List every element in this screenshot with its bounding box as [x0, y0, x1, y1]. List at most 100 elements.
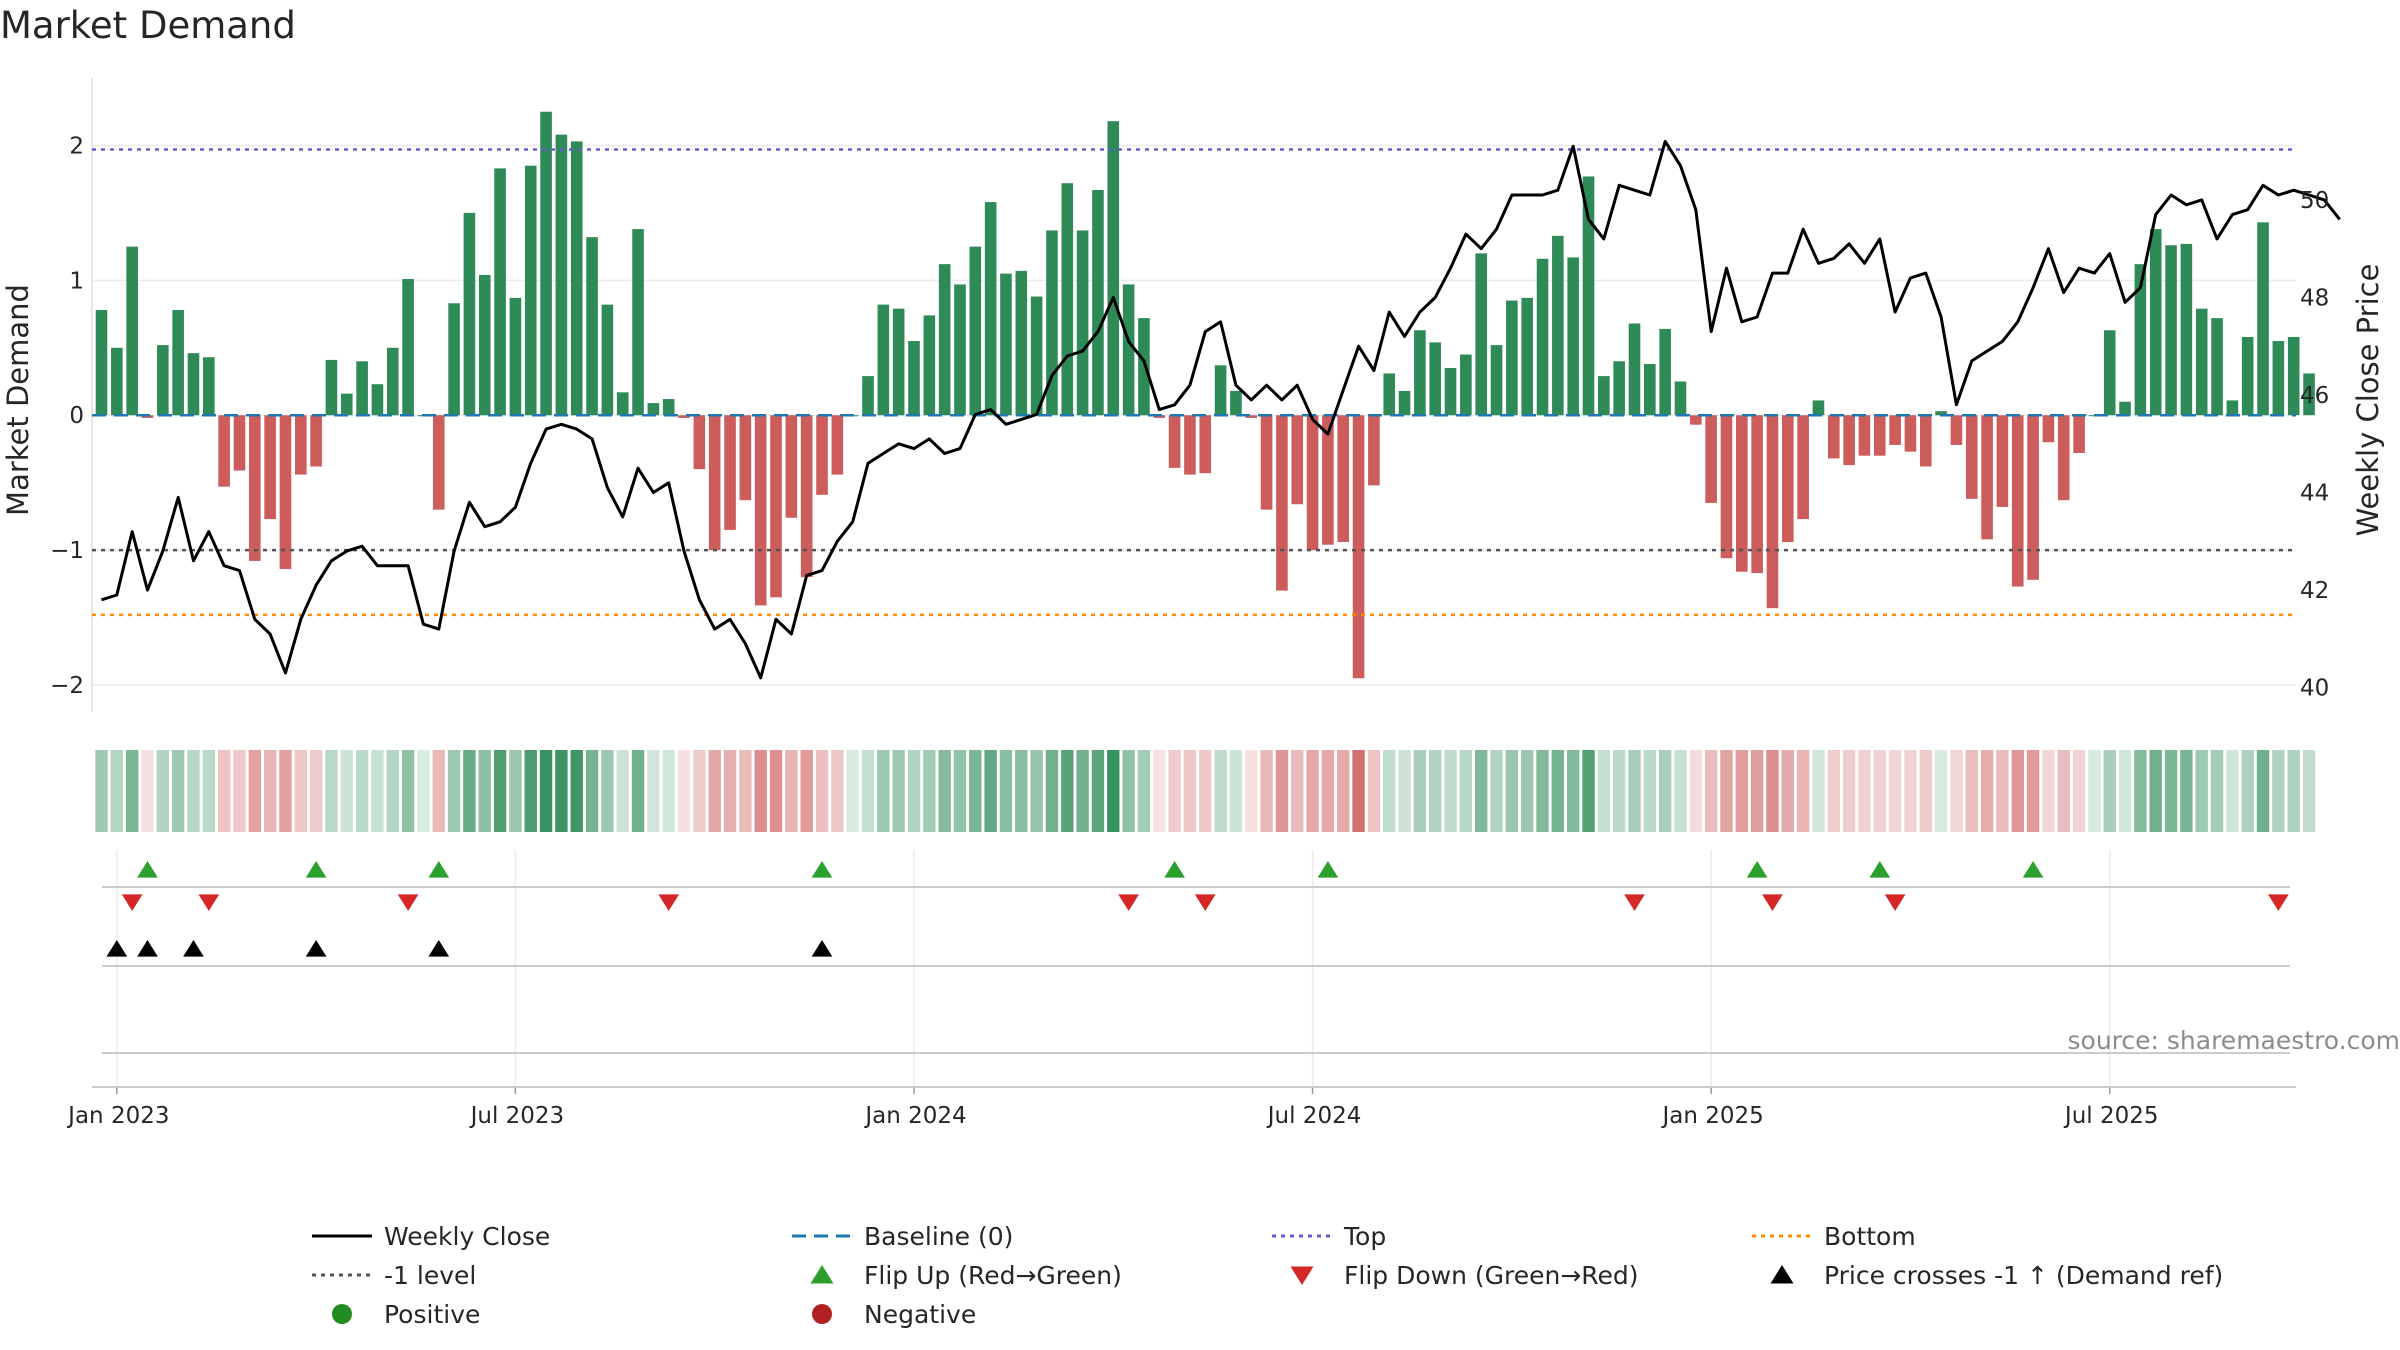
- demand-bar: [1858, 415, 1871, 456]
- demand-bar: [1690, 415, 1702, 425]
- y2-tick-label: 40: [2300, 676, 2329, 702]
- demand-bar: [1552, 235, 1564, 416]
- heat-strip-cell: [1398, 750, 1411, 832]
- price-cross-marker: [137, 940, 158, 957]
- demand-bar: [1276, 415, 1288, 591]
- heat-strip-cell: [846, 750, 859, 832]
- heat-strip-cell: [1551, 750, 1565, 832]
- x-tick-label: Jan 2024: [863, 1103, 966, 1129]
- demand-bar: [831, 415, 844, 475]
- heat-strip-cell: [202, 750, 216, 832]
- heat-strip-cell: [2226, 750, 2239, 832]
- demand-bar: [2303, 373, 2315, 416]
- heat-strip-cell: [1199, 750, 1212, 832]
- demand-bar: [1705, 415, 1717, 503]
- heat-strip-cell: [2088, 750, 2101, 832]
- heat-strip-cell: [1658, 750, 1672, 832]
- demand-bar: [1720, 415, 1733, 559]
- legend: Weekly Close Baseline (0) Top Bottom -1 leve…: [312, 1222, 2223, 1329]
- heat-strip-cell: [1704, 750, 1718, 832]
- demand-bar: [2011, 415, 2024, 587]
- flip-up-marker: [1164, 861, 1185, 878]
- heat-strip-cell: [1980, 750, 1994, 832]
- demand-bar: [1965, 415, 1978, 499]
- heat-strip-cell: [631, 750, 645, 832]
- heat-strip-cell: [1720, 750, 1733, 832]
- heat-strip-cell: [1229, 750, 1243, 832]
- heat-strip-cell: [1766, 750, 1779, 832]
- heat-strip-cell: [1444, 750, 1457, 832]
- legend-item: Flip Down (Green→Red): [1290, 1261, 1639, 1290]
- heat-strip-cell: [1122, 750, 1135, 832]
- demand-bar: [1322, 415, 1334, 545]
- price-cross-marker: [106, 940, 128, 957]
- y-tick-label: 0: [69, 403, 84, 429]
- heat-strip-cell: [1505, 750, 1519, 832]
- demand-bar: [1015, 270, 1028, 416]
- demand-bar: [1429, 342, 1442, 416]
- demand-bar: [1260, 415, 1273, 510]
- heat-strip-cell: [739, 750, 752, 832]
- demand-bar: [1582, 176, 1595, 416]
- demand-bar: [1245, 415, 1258, 418]
- demand-bar: [1138, 318, 1150, 416]
- demand-bar: [2241, 337, 2254, 416]
- demand-bar: [509, 297, 522, 416]
- demand-bar: [1766, 415, 1779, 609]
- demand-bar: [2226, 400, 2239, 416]
- heat-strip-cell: [110, 750, 124, 832]
- heat-strip-cell: [156, 750, 170, 832]
- demand-bar: [1873, 415, 1886, 456]
- heat-strip-cell: [1168, 750, 1181, 832]
- heat-strip-cell: [1858, 750, 1871, 832]
- heat-strip-cell: [1919, 750, 1932, 832]
- heat-strip-cell: [923, 750, 936, 832]
- demand-bar: [203, 357, 215, 416]
- demand-bar: [2211, 318, 2223, 416]
- legend-label: Positive: [384, 1300, 480, 1329]
- heat-strip-cell: [2241, 750, 2254, 832]
- legend-swatch: [1290, 1266, 1314, 1285]
- heat-strip-cell: [432, 750, 445, 832]
- flip-up-marker: [1317, 861, 1339, 878]
- heat-strip-cell: [2256, 750, 2270, 832]
- legend-label: -1 level: [384, 1261, 476, 1290]
- demand-bar: [1475, 253, 1487, 416]
- demand-bars: [95, 111, 2315, 679]
- flip-up-marker: [137, 861, 158, 878]
- legend-swatch: [810, 1265, 834, 1284]
- demand-bar: [218, 415, 230, 487]
- heat-strip-cell: [1689, 750, 1703, 832]
- demand-bar: [1076, 230, 1089, 416]
- demand-bar: [908, 341, 920, 416]
- demand-bar: [586, 237, 598, 416]
- legend-label: Weekly Close: [384, 1222, 550, 1251]
- demand-bar: [1061, 183, 1074, 416]
- heat-strip-cell: [1796, 750, 1810, 832]
- weekly-close-line: [101, 139, 2341, 680]
- heat-strip-cell: [1091, 750, 1105, 832]
- heat-strip-cell: [125, 750, 139, 832]
- flip-down-marker: [1884, 894, 1906, 911]
- demand-bar: [1398, 390, 1411, 416]
- heat-strip-cell: [263, 750, 277, 832]
- demand-bar: [1751, 415, 1763, 574]
- heat-strip-cell: [2118, 750, 2132, 832]
- demand-bar: [402, 278, 414, 416]
- demand-bar: [1935, 411, 1947, 416]
- chart-title: Market Demand: [0, 4, 296, 47]
- heat-strip-cell: [1459, 750, 1473, 832]
- heat-strip-cell: [1030, 750, 1043, 832]
- demand-bar: [386, 347, 399, 416]
- demand-bar: [892, 308, 905, 416]
- heat-strip-cell: [1413, 750, 1427, 832]
- legend-item: Positive: [332, 1300, 480, 1329]
- heat-strip-cell: [2272, 750, 2285, 832]
- y2-tick-label: 44: [2300, 481, 2329, 507]
- price-cross-marker: [811, 940, 833, 957]
- heat-strip-cell: [1674, 750, 1687, 832]
- heat-strip-cell: [386, 750, 399, 832]
- demand-bar: [463, 212, 476, 416]
- heat-strip-cell: [1429, 750, 1442, 832]
- demand-bar: [647, 403, 660, 416]
